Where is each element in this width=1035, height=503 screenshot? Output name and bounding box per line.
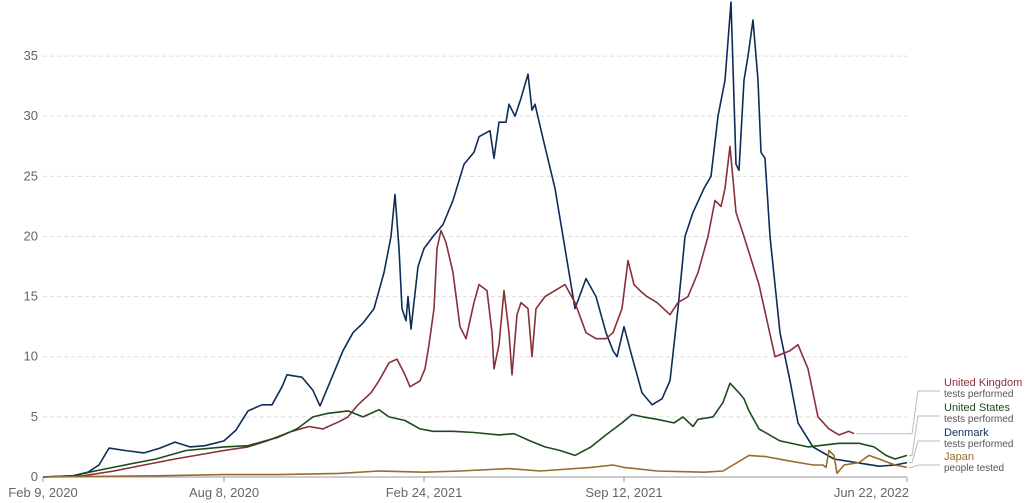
series-line-japan bbox=[42, 449, 908, 478]
y-tick-label: 35 bbox=[24, 48, 38, 63]
legend-sublabel: people tested bbox=[944, 463, 1004, 474]
y-tick-label: 5 bbox=[31, 409, 38, 424]
legend-connector bbox=[909, 464, 940, 468]
y-tick-label: 20 bbox=[24, 228, 38, 243]
legend-sublabel: tests performed bbox=[944, 414, 1013, 425]
legend-sublabel: tests performed bbox=[944, 439, 1013, 450]
legend-label: United Kingdom bbox=[944, 377, 1022, 389]
legend-connector bbox=[909, 415, 940, 456]
x-tick-label: Feb 24, 2021 bbox=[386, 485, 463, 500]
y-axis: 0 5 10 15 20 25 30 35 bbox=[24, 48, 38, 484]
x-tick-label: Feb 9, 2020 bbox=[8, 485, 77, 500]
y-tick-label: 25 bbox=[24, 168, 38, 183]
y-tick-label: 10 bbox=[24, 349, 38, 364]
y-tick-label: 15 bbox=[24, 289, 38, 304]
x-axis: Feb 9, 2020 Aug 8, 2020 Feb 24, 2021 Sep 12… bbox=[8, 476, 909, 500]
legend-label: Denmark bbox=[944, 427, 989, 439]
y-tick-label: 0 bbox=[31, 469, 38, 484]
legend-label: United States bbox=[944, 402, 1011, 414]
series-line-united-states bbox=[42, 382, 908, 478]
grid-lines bbox=[43, 55, 907, 418]
series-lines bbox=[42, 1, 908, 478]
legend-connector bbox=[909, 440, 940, 464]
series-line-denmark bbox=[42, 1, 908, 478]
x-tick-label: Sep 12, 2021 bbox=[585, 485, 662, 500]
legend-sublabel: tests performed bbox=[944, 389, 1013, 400]
legend-connector bbox=[856, 390, 940, 435]
y-tick-label: 30 bbox=[24, 108, 38, 123]
legend-label: Japan bbox=[944, 451, 974, 463]
x-tick-label: Aug 8, 2020 bbox=[189, 485, 259, 500]
series-line-united-kingdom bbox=[42, 145, 855, 478]
x-tick-label: Jun 22, 2022 bbox=[834, 485, 909, 500]
